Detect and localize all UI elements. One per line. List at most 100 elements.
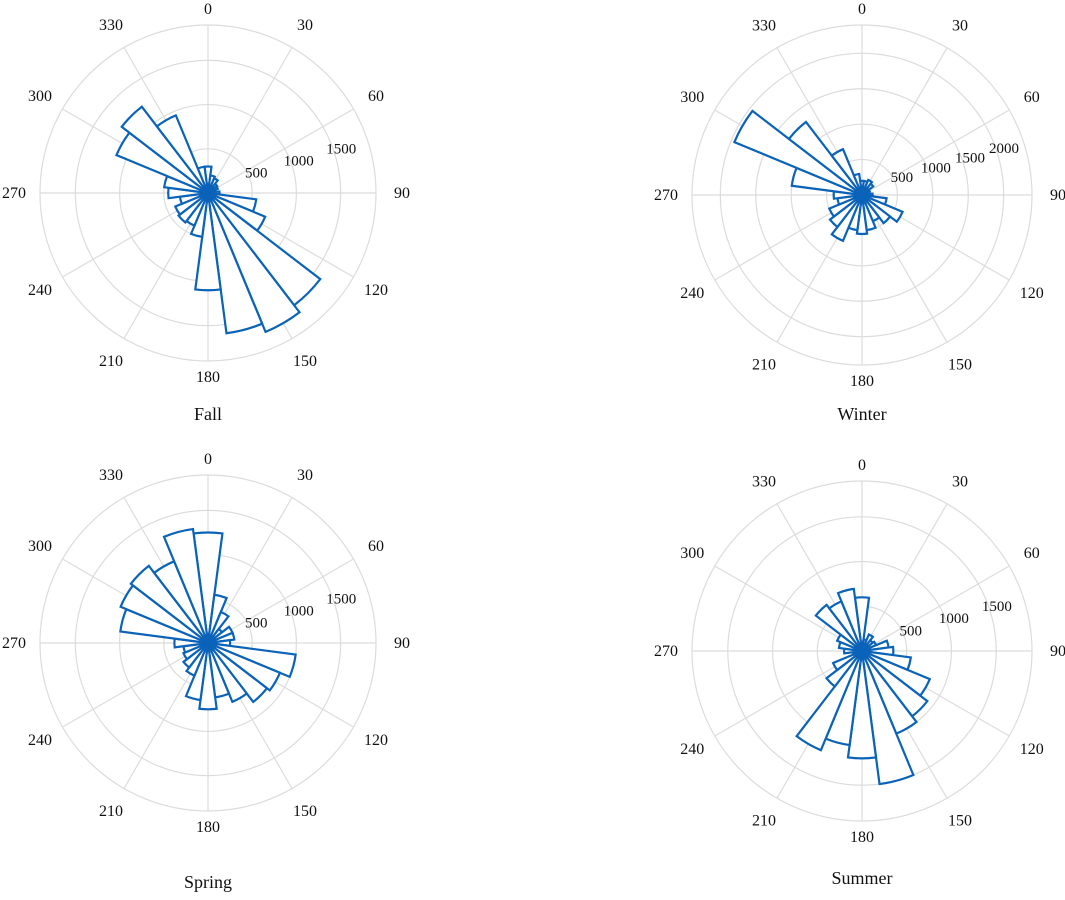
winter-radial-label-1000: 1000 [921, 160, 951, 176]
spring-bin-75 [207, 631, 236, 645]
winter-bin-300 [732, 109, 863, 197]
fall-angle-label-240: 240 [28, 282, 52, 299]
spring-panel: 0 30 60 90 120 150 180 210 240 270 300 330 500 1000 15… [2, 451, 410, 892]
spring-angle-label-240: 240 [28, 732, 52, 749]
fall-angle-label-330: 330 [99, 17, 123, 34]
spring-angle-label-150: 150 [293, 803, 317, 820]
spring-angle-label-330: 330 [99, 467, 123, 484]
summer-angle-label-270: 270 [654, 643, 678, 660]
fall-bin-315 [120, 105, 209, 194]
summer-radial-label-1000: 1000 [939, 611, 969, 627]
winter-bin-135 [861, 194, 892, 225]
spring-angle-label-0: 0 [204, 451, 212, 468]
summer-angle-label-90: 90 [1050, 643, 1065, 660]
spring-bin-150 [206, 642, 249, 704]
winter-radial-label-500: 500 [891, 170, 914, 186]
winter-bin-345 [852, 172, 864, 196]
spring-bin-120 [207, 641, 282, 692]
summer-angle-label-60: 60 [1024, 545, 1040, 562]
fall-bin-165 [206, 192, 264, 335]
spring-bin-240 [182, 641, 209, 661]
summer-angle-label-30: 30 [952, 473, 968, 490]
spring-angle-label-90: 90 [394, 635, 410, 652]
fall-angle-label-270: 270 [2, 185, 26, 202]
fall-bin-150 [206, 192, 302, 334]
summer-angle-label-330: 330 [752, 473, 776, 490]
winter-bin-225 [828, 194, 863, 229]
summer-panel: 0 30 60 90 120 150 180 210 240 270 300 330 500 1000 15… [654, 457, 1065, 888]
summer-bin-225 [824, 650, 863, 689]
winter-bin-330 [830, 147, 864, 196]
winter-angle-label-300: 300 [680, 89, 704, 106]
spring-bin-180 [198, 642, 218, 711]
spring-spoke-240 [62, 642, 209, 728]
spring-angle-label-30: 30 [297, 467, 313, 484]
summer-angle-label-150: 150 [948, 813, 972, 830]
winter-panel: 0 30 60 90 120 150 180 210 240 270 300 330 500 100015… [654, 1, 1065, 424]
spring-angle-label-180: 180 [196, 819, 220, 836]
winter-bin-240 [827, 193, 863, 219]
fall-spoke-30 [207, 47, 293, 194]
summer-bin-210 [795, 650, 864, 752]
summer-angle-label-240: 240 [680, 741, 704, 758]
fall-bin-225 [176, 192, 209, 225]
winter-bin-180 [855, 194, 869, 236]
spring-angle-label-120: 120 [364, 732, 388, 749]
winter-bin-315 [787, 120, 863, 196]
fall-angle-label-210: 210 [99, 353, 123, 370]
summer-angle-label-120: 120 [1020, 741, 1044, 758]
winter-angle-label-240: 240 [680, 285, 704, 302]
fall-angle-label-60: 60 [368, 88, 384, 105]
fall-angle-label-180: 180 [196, 369, 220, 386]
summer-spoke-30 [861, 503, 948, 652]
spring-radial-label-500: 500 [245, 616, 268, 632]
spring-bin-225 [181, 642, 209, 670]
summer-angle-label-210: 210 [752, 813, 776, 830]
winter-spoke-60 [861, 109, 1010, 196]
winter-angle-label-120: 120 [1020, 285, 1044, 302]
winter-angle-label-30: 30 [952, 17, 968, 34]
spring-bin-345 [162, 527, 210, 644]
fall-panel-title: Fall [194, 404, 222, 424]
spring-angle-label-210: 210 [99, 803, 123, 820]
spring-bin-135 [207, 642, 269, 704]
spring-radial-label-1000: 1000 [284, 604, 314, 620]
fall-angle-label-0: 0 [204, 1, 212, 18]
fall-angle-label-300: 300 [28, 88, 52, 105]
winter-angle-label-180: 180 [850, 373, 874, 390]
winter-radial-label-1500: 1500 [955, 151, 985, 167]
summer-bin-315 [814, 603, 863, 652]
winter-angle-label-330: 330 [752, 17, 776, 34]
summer-bin-345 [836, 587, 864, 652]
summer-bin-180 [846, 650, 878, 760]
fall-spoke-60 [207, 108, 354, 194]
spring-angle-label-60: 60 [368, 538, 384, 555]
fall-angle-label-90: 90 [394, 185, 410, 202]
winter-radial-label-2000: 2000 [989, 141, 1019, 157]
summer-angle-label-0: 0 [858, 457, 866, 474]
spring-panel-title: Spring [184, 872, 232, 892]
summer-spoke-300 [714, 565, 863, 652]
fall-angle-label-120: 120 [364, 282, 388, 299]
fall-radial-label-1000: 1000 [284, 154, 314, 170]
fall-panel: 0 30 60 90 120 150 180 210 240 270 300 330 500 1000 15… [2, 1, 410, 424]
winter-angle-label-90: 90 [1050, 187, 1065, 204]
fall-bin-330 [155, 113, 210, 194]
fall-angle-label-30: 30 [297, 17, 313, 34]
spring-spoke-60 [207, 558, 354, 644]
winter-angle-label-150: 150 [948, 357, 972, 374]
summer-bin-165 [860, 650, 915, 786]
spring-bin-315 [129, 564, 209, 644]
summer-bin-240 [831, 649, 863, 672]
fall-angle-label-150: 150 [293, 353, 317, 370]
fall-radial-label-1500: 1500 [326, 141, 356, 157]
spring-angle-label-270: 270 [2, 635, 26, 652]
fall-bin-180 [194, 192, 222, 292]
summer-panel-title: Summer [832, 868, 893, 888]
fall-radial-label-500: 500 [245, 166, 268, 182]
fall-bin-345 [196, 165, 210, 194]
winter-angle-label-210: 210 [752, 357, 776, 374]
winter-angle-label-270: 270 [654, 187, 678, 204]
spring-radial-label-1500: 1500 [326, 591, 356, 607]
